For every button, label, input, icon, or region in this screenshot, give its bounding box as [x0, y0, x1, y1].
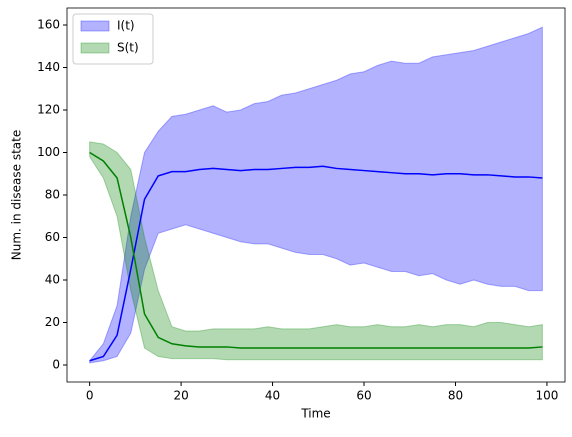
- line: [89, 151, 543, 349]
- legend-swatch: [80, 20, 110, 32]
- y-tick-label: 100: [37, 145, 60, 159]
- y-tick-label: 160: [37, 18, 60, 32]
- legend-frame: [72, 13, 154, 65]
- legend-label: S(t): [117, 41, 139, 55]
- x-tick-label: 60: [356, 389, 371, 403]
- line: [89, 165, 543, 362]
- x-tick-label: 20: [173, 389, 188, 403]
- y-tick-label: 40: [45, 273, 60, 287]
- x-tick-label: 100: [535, 389, 558, 403]
- legend-swatch: [80, 42, 110, 54]
- y-tick-label: 0: [52, 358, 60, 372]
- y-tick-label: 140: [37, 60, 60, 74]
- y-tick-label: 80: [45, 188, 60, 202]
- legend: I(t) S(t): [72, 13, 154, 65]
- y-tick-label: 60: [45, 230, 60, 244]
- band: [89, 141, 543, 361]
- band: [89, 26, 543, 364]
- y-tick-label: 20: [45, 315, 60, 329]
- x-tick-label: 0: [86, 389, 94, 403]
- y-tick-label: 120: [37, 103, 60, 117]
- x-tick-label: 80: [448, 389, 463, 403]
- x-axis-label: Time: [300, 407, 330, 421]
- legend-label: I(t): [117, 19, 135, 33]
- x-tick-label: 40: [265, 389, 280, 403]
- y-axis-label: Num. in disease state: [10, 130, 24, 260]
